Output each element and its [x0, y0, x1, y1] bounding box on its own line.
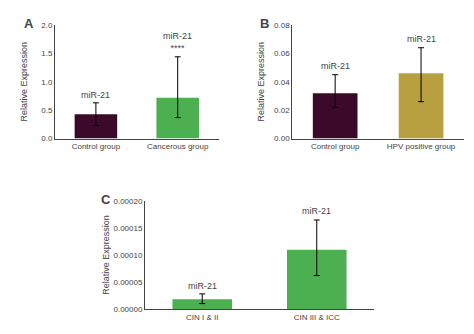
- svg-text:Cancerous group: Cancerous group: [147, 142, 209, 151]
- svg-text:Relative Expression: Relative Expression: [19, 42, 29, 122]
- svg-text:0.08: 0.08: [274, 21, 290, 30]
- svg-text:C: C: [101, 192, 111, 207]
- svg-text:miR-21: miR-21: [321, 61, 350, 71]
- svg-text:0.00005: 0.00005: [113, 278, 142, 287]
- svg-text:2.0: 2.0: [41, 21, 53, 30]
- svg-text:Control group: Control group: [72, 142, 121, 151]
- svg-text:0.06: 0.06: [274, 49, 290, 58]
- svg-text:B: B: [260, 16, 269, 31]
- svg-text:0.00015: 0.00015: [113, 224, 142, 233]
- svg-text:miR-21: miR-21: [407, 34, 436, 44]
- svg-text:CIN III & ICC: CIN III & ICC: [294, 313, 340, 322]
- svg-text:1.0: 1.0: [41, 78, 53, 87]
- svg-text:1.5: 1.5: [41, 49, 53, 58]
- svg-text:0.0: 0.0: [41, 134, 53, 143]
- svg-text:Control group: Control group: [311, 142, 360, 151]
- svg-text:0.5: 0.5: [41, 106, 53, 115]
- svg-text:0.00020: 0.00020: [113, 197, 142, 206]
- svg-text:A: A: [24, 16, 34, 31]
- svg-text:Relative Expression: Relative Expression: [101, 215, 111, 295]
- svg-text:CIN I & II: CIN I & II: [186, 313, 218, 322]
- svg-text:0.02: 0.02: [274, 106, 290, 115]
- svg-text:0.00000: 0.00000: [113, 305, 142, 314]
- svg-text:miR-21: miR-21: [302, 206, 331, 216]
- svg-text:Relative Expression: Relative Expression: [256, 42, 266, 122]
- svg-text:0.00: 0.00: [274, 134, 290, 143]
- svg-text:miR-21: miR-21: [81, 90, 110, 100]
- svg-text:0.00010: 0.00010: [113, 251, 142, 260]
- svg-text:miR-21: miR-21: [188, 281, 217, 291]
- svg-text:0.04: 0.04: [274, 78, 290, 87]
- svg-text:HPV positive group: HPV positive group: [387, 142, 456, 151]
- svg-text:miR-21****: miR-21****: [163, 31, 192, 53]
